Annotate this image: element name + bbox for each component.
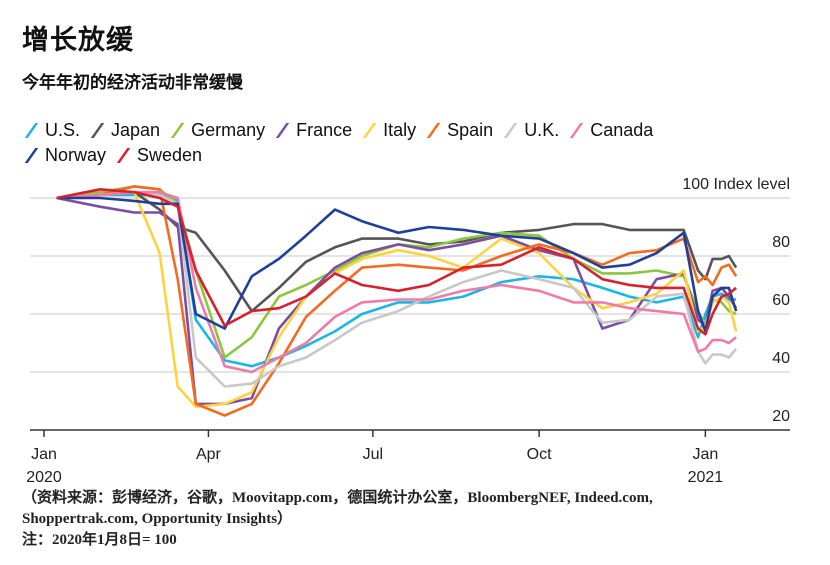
legend-label: U.S.	[45, 120, 81, 140]
x-tick-label: Oct	[527, 446, 552, 463]
y-tick-label: 60	[772, 292, 790, 309]
y-tick-label: 100 Index level	[682, 176, 790, 193]
legend-label: U.K.	[524, 120, 560, 140]
x-tick-label: Jul	[363, 446, 383, 463]
series-line-canada	[56, 190, 737, 374]
legend-label: Canada	[590, 120, 654, 140]
legend-label: Spain	[447, 120, 494, 140]
y-tick-label: 40	[772, 350, 790, 367]
x-tick-year-label: 2021	[688, 469, 724, 486]
legend: U.S. Japan Germany France Italy Spain U.K. Cana…	[24, 119, 724, 169]
series-line-italy	[56, 190, 738, 409]
chart-subtitle: 今年年初的经济活动非常缓慢	[22, 73, 243, 93]
x-tick-label: Apr	[196, 446, 222, 463]
legend-label: Italy	[383, 120, 417, 140]
legend-item: Norway	[24, 144, 106, 167]
y-tick-label: 80	[772, 234, 790, 251]
legend-item: U.S.	[24, 119, 80, 142]
chart-title: 增长放缓	[22, 25, 134, 56]
legend-item: Germany	[170, 119, 265, 142]
source-notes: （资料来源：彭博经济，谷歌，Moovitapp.com，德国统计办公室，Bloo…	[22, 488, 742, 551]
legend-label: Germany	[191, 120, 266, 140]
legend-item: France	[275, 119, 352, 142]
series-line-uk	[56, 190, 738, 388]
legend-item: Sweden	[116, 144, 202, 167]
legend-item: Italy	[362, 119, 416, 142]
legend-item: Spain	[426, 119, 493, 142]
x-tick-label: Jan	[692, 446, 718, 463]
x-tick-year-label: 2020	[26, 469, 62, 486]
legend-label: Japan	[111, 120, 161, 140]
legend-item: Japan	[90, 119, 160, 142]
legend-item: U.K.	[503, 119, 559, 142]
series-line-us	[56, 193, 737, 368]
legend-label: Norway	[45, 145, 107, 165]
series-line-sweden	[56, 188, 737, 336]
legend-label: Sweden	[137, 145, 203, 165]
x-tick-label: Jan	[31, 446, 57, 463]
source-text: （资料来源：彭博经济，谷歌，Moovitapp.com，德国统计办公室，Bloo…	[22, 490, 653, 527]
series-line-norway	[56, 196, 738, 333]
legend-item: Canada	[569, 119, 653, 142]
y-tick-label: 20	[772, 408, 790, 425]
legend-label: France	[296, 120, 353, 140]
note-text: 注：2020年1月8日= 100	[22, 532, 177, 548]
series-line-spain	[56, 185, 738, 417]
